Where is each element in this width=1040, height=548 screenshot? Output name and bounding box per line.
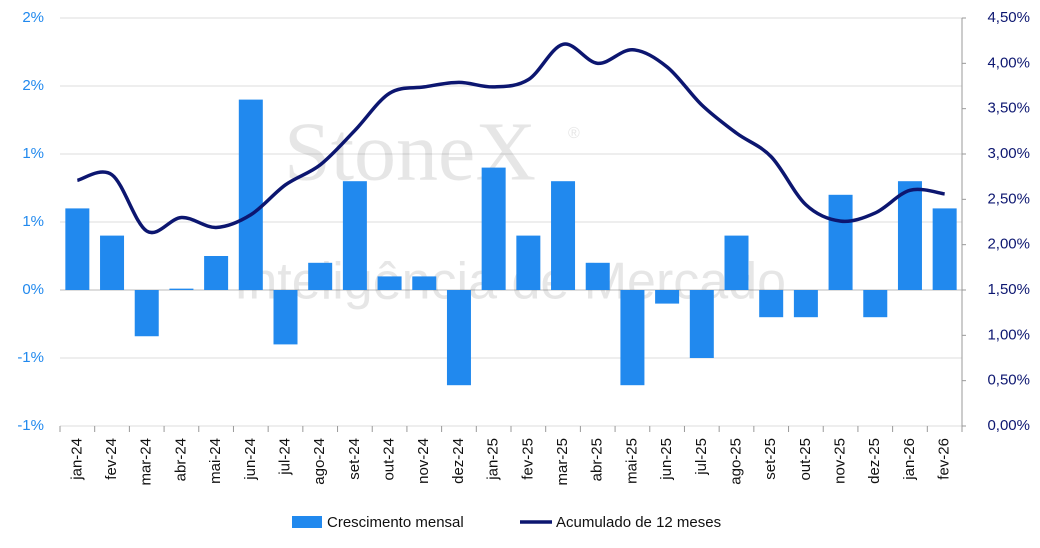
bar	[793, 290, 818, 318]
y2-tick-label: 3,00%	[987, 145, 1030, 162]
x-tick-label: jul-25	[693, 438, 710, 476]
x-tick-label: nov-24	[415, 438, 432, 484]
x-tick-label: out-25	[797, 438, 814, 481]
bar	[100, 235, 125, 290]
x-tick-label: nov-25	[832, 438, 849, 484]
bar	[134, 290, 159, 337]
bar	[655, 290, 680, 304]
y2-tick-label: 4,00%	[987, 54, 1030, 71]
x-tick-label: fev-24	[103, 438, 120, 480]
bar	[932, 208, 957, 290]
y-tick-label: 2%	[22, 77, 44, 94]
bar	[585, 262, 610, 290]
legend-label: Crescimento mensal	[327, 514, 464, 531]
x-tick-label: set-24	[346, 438, 363, 480]
bar	[897, 181, 922, 290]
bar	[620, 290, 645, 386]
bar	[516, 235, 541, 290]
x-tick-label: set-25	[762, 438, 779, 480]
x-tick-label: dez-24	[450, 438, 467, 484]
x-tick-label: abr-25	[589, 438, 606, 481]
bar	[446, 290, 471, 386]
y2-tick-label: 2,50%	[987, 190, 1030, 207]
x-tick-label: mar-25	[554, 438, 571, 486]
bar	[689, 290, 714, 358]
bar	[481, 167, 506, 290]
y-tick-label: -1%	[17, 417, 44, 434]
y2-tick-label: 0,50%	[987, 372, 1030, 389]
y2-tick-label: 1,00%	[987, 326, 1030, 343]
x-tick-label: mai-25	[623, 438, 640, 484]
x-tick-label: jan-24	[68, 438, 85, 481]
x-tick-label: ago-24	[311, 438, 328, 485]
bar	[204, 256, 229, 290]
x-tick-label: jul-24	[276, 438, 293, 476]
bar	[273, 290, 298, 345]
x-tick-label: jan-26	[901, 438, 918, 481]
y2-tick-label: 3,50%	[987, 100, 1030, 117]
x-tick-label: out-24	[381, 438, 398, 481]
bar	[724, 235, 749, 290]
y-tick-label: 2%	[22, 9, 44, 26]
bar	[308, 262, 333, 290]
x-tick-label: fev-25	[519, 438, 536, 480]
bar	[65, 208, 90, 290]
legend-swatch	[292, 516, 322, 528]
bar	[377, 276, 402, 290]
bar	[169, 288, 194, 290]
y-tick-label: -1%	[17, 349, 44, 366]
x-tick-label: abr-24	[172, 438, 189, 481]
line	[76, 42, 945, 235]
y2-tick-label: 4,50%	[987, 9, 1030, 26]
y2-tick-label: 0,00%	[987, 417, 1030, 434]
bar	[238, 99, 263, 290]
x-tick-label: jan-25	[485, 438, 502, 481]
legend-label: Acumulado de 12 meses	[556, 514, 721, 531]
x-tick-label: dez-25	[866, 438, 883, 484]
y-tick-label: 1%	[22, 213, 44, 230]
y2-tick-label: 1,50%	[987, 281, 1030, 298]
x-tick-label: jun-25	[658, 438, 675, 481]
bar	[828, 194, 853, 290]
x-tick-label: mai-24	[207, 438, 224, 484]
x-tick-label: jun-24	[242, 438, 259, 481]
x-tick-label: ago-25	[727, 438, 744, 485]
y2-tick-label: 2,00%	[987, 236, 1030, 253]
y-tick-label: 0%	[22, 281, 44, 298]
y-tick-label: 1%	[22, 145, 44, 162]
x-tick-label: fev-26	[936, 438, 953, 480]
bar	[342, 181, 367, 290]
bar	[412, 276, 437, 290]
x-tick-label: mar-24	[138, 438, 155, 486]
bar	[551, 181, 576, 290]
bar	[863, 290, 888, 318]
watermark-mark: ®	[568, 125, 580, 142]
bar	[759, 290, 784, 318]
